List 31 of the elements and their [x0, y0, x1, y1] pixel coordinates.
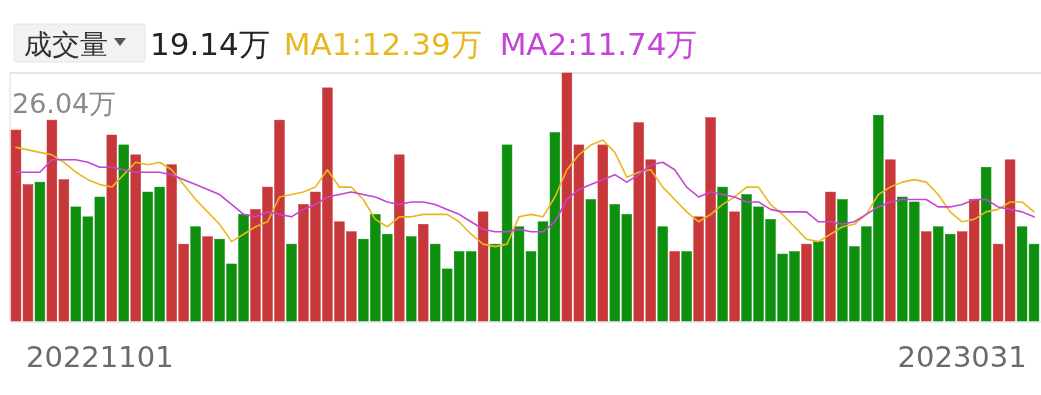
- bar: [190, 226, 201, 322]
- bar: [980, 166, 992, 322]
- bar: [406, 236, 417, 322]
- bar: [286, 243, 297, 322]
- bar: [394, 154, 405, 322]
- bar: [885, 159, 896, 322]
- text: MA1:12.39万: [283, 26, 482, 62]
- bar: [585, 199, 597, 322]
- bar: [657, 226, 668, 322]
- bar: [669, 251, 680, 322]
- bar: [106, 134, 117, 322]
- bar: [130, 154, 141, 322]
- chart-subtitle: 19.14万: [150, 26, 270, 62]
- bar: [418, 224, 429, 322]
- bar: [729, 211, 740, 322]
- text: MA2:11.74万: [499, 26, 698, 62]
- bar: [34, 181, 46, 322]
- bar: [118, 144, 129, 322]
- x-tick-label: 20221101: [26, 340, 174, 374]
- x-tick-label: 2023031: [897, 340, 1027, 374]
- annotation: 26.04万: [12, 88, 117, 119]
- bar: [921, 231, 932, 322]
- bar: [825, 191, 836, 322]
- chart-title: 成交量: [24, 28, 108, 61]
- bar: [813, 241, 824, 322]
- bar: [202, 236, 213, 322]
- bar: [681, 251, 692, 322]
- bar: [477, 211, 489, 322]
- bar: [597, 144, 609, 322]
- bar: [717, 186, 728, 322]
- bar: [801, 243, 812, 322]
